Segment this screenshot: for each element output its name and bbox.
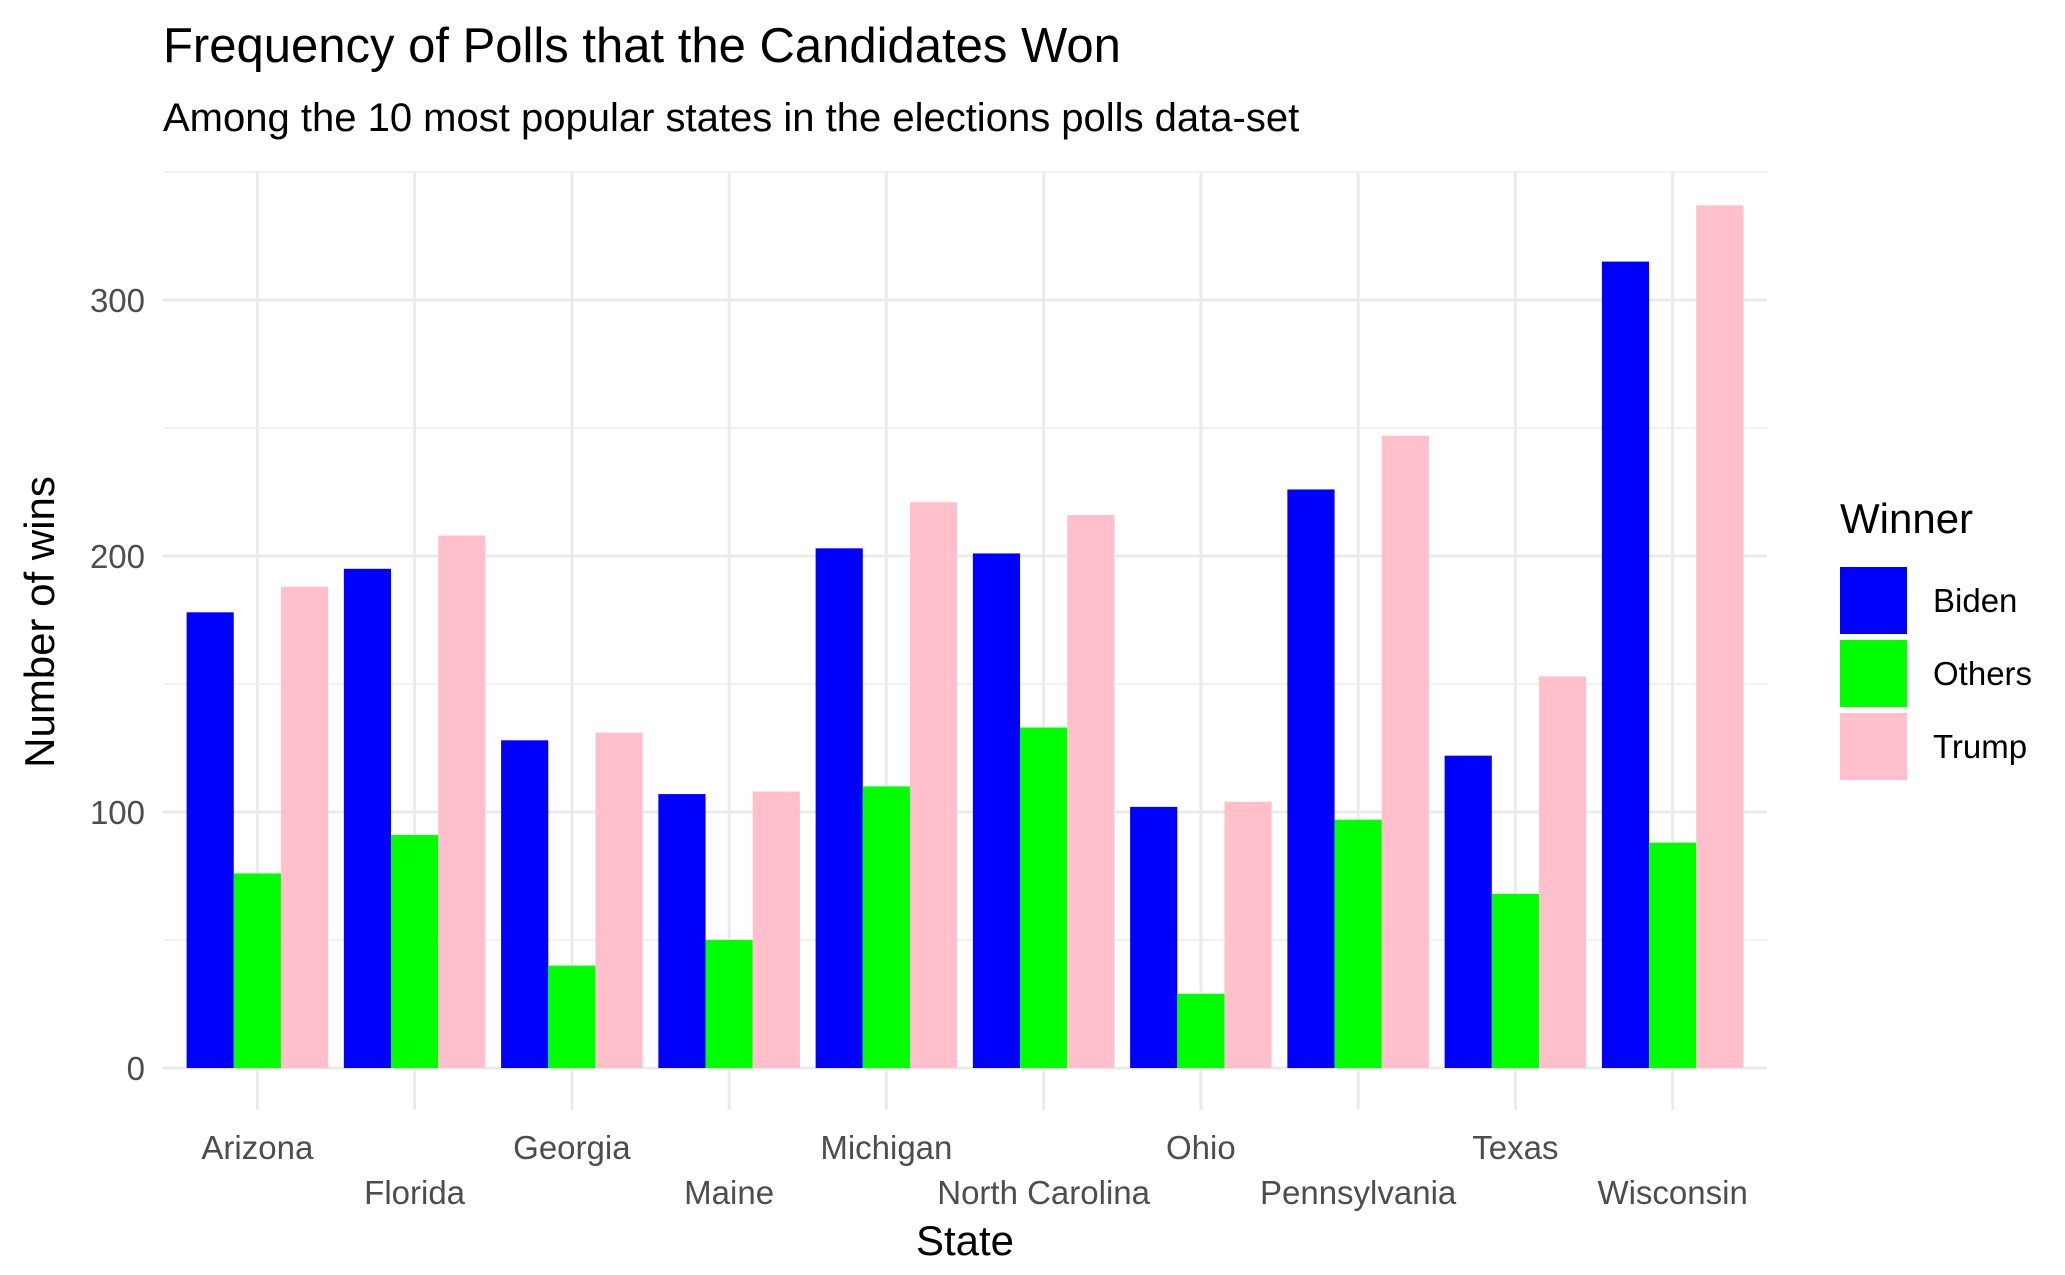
bar-biden-maine <box>658 794 706 1068</box>
chart-title: Frequency of Polls that the Candidates W… <box>163 19 1121 73</box>
bars <box>186 205 1744 1069</box>
bar-others-texas <box>1491 893 1539 1068</box>
bar-biden-michigan <box>815 548 863 1068</box>
bar-others-florida <box>391 835 439 1068</box>
legend-key-trump <box>1840 713 1907 780</box>
x-axis-title: State <box>916 1217 1014 1264</box>
y-tick-label: 0 <box>127 1050 145 1087</box>
legend-items: Biden Others Trump <box>1840 567 2032 780</box>
legend-label-biden: Biden <box>1933 582 2017 619</box>
bar-biden-north-carolina <box>972 553 1021 1068</box>
bar-others-michigan <box>862 786 910 1068</box>
y-tick-label: 300 <box>90 282 145 319</box>
bar-trump-arizona <box>280 586 329 1068</box>
legend-key-biden <box>1840 567 1907 634</box>
x-tick-label: Arizona <box>201 1129 314 1166</box>
bar-trump-pennsylvania <box>1381 435 1429 1068</box>
bar-biden-pennsylvania <box>1287 489 1335 1068</box>
legend: Winner Biden Others Trump <box>1840 495 2032 780</box>
y-axis-title: Number of wins <box>16 476 63 768</box>
x-tick-label: Maine <box>684 1174 774 1211</box>
y-tick-label: 100 <box>90 794 145 831</box>
bar-biden-ohio <box>1130 806 1178 1068</box>
bar-biden-arizona <box>186 612 234 1068</box>
bar-biden-florida <box>343 568 392 1068</box>
bar-others-north-carolina <box>1020 727 1068 1068</box>
bar-trump-texas <box>1538 676 1587 1068</box>
bar-others-pennsylvania <box>1334 819 1382 1068</box>
plot-area: 0 100 200 300 Arizona Florida Georgia Maine Mic… <box>90 171 1767 1211</box>
x-tick-label: Georgia <box>513 1129 631 1166</box>
x-tick-label: Michigan <box>820 1129 952 1166</box>
bar-biden-wisconsin <box>1601 261 1650 1069</box>
x-tick-label: Texas <box>1472 1129 1558 1166</box>
x-tick-label: North Carolina <box>937 1174 1150 1211</box>
bar-others-arizona <box>233 873 281 1068</box>
x-tick-label: Ohio <box>1166 1129 1236 1166</box>
bar-others-ohio <box>1177 993 1225 1068</box>
bar-others-wisconsin <box>1649 842 1697 1068</box>
x-tick-label: Pennsylvania <box>1260 1174 1457 1211</box>
bar-trump-georgia <box>595 732 643 1068</box>
bar-biden-georgia <box>501 740 549 1068</box>
bar-others-maine <box>705 940 753 1068</box>
bar-trump-maine <box>752 791 800 1068</box>
legend-key-others <box>1840 640 1907 707</box>
x-axis-ticks: Arizona Florida Georgia Maine Michigan North … <box>201 1129 1747 1211</box>
bar-others-georgia <box>548 965 596 1068</box>
chart-subtitle: Among the 10 most popular states in the … <box>163 96 1299 140</box>
bar-trump-florida <box>438 535 486 1068</box>
legend-label-others: Others <box>1933 655 2032 692</box>
x-tick-label: Wisconsin <box>1597 1174 1747 1211</box>
legend-label-trump: Trump <box>1933 728 2027 765</box>
legend-title: Winner <box>1840 495 1973 542</box>
bar-trump-north-carolina <box>1067 515 1115 1068</box>
bar-trump-ohio <box>1224 801 1272 1068</box>
bar-trump-michigan <box>909 502 958 1068</box>
x-tick-label: Florida <box>364 1174 466 1211</box>
bar-trump-wisconsin <box>1696 205 1744 1068</box>
y-tick-label: 200 <box>90 538 145 575</box>
bar-biden-texas <box>1444 755 1492 1068</box>
y-axis-ticks: 0 100 200 300 <box>90 282 145 1087</box>
